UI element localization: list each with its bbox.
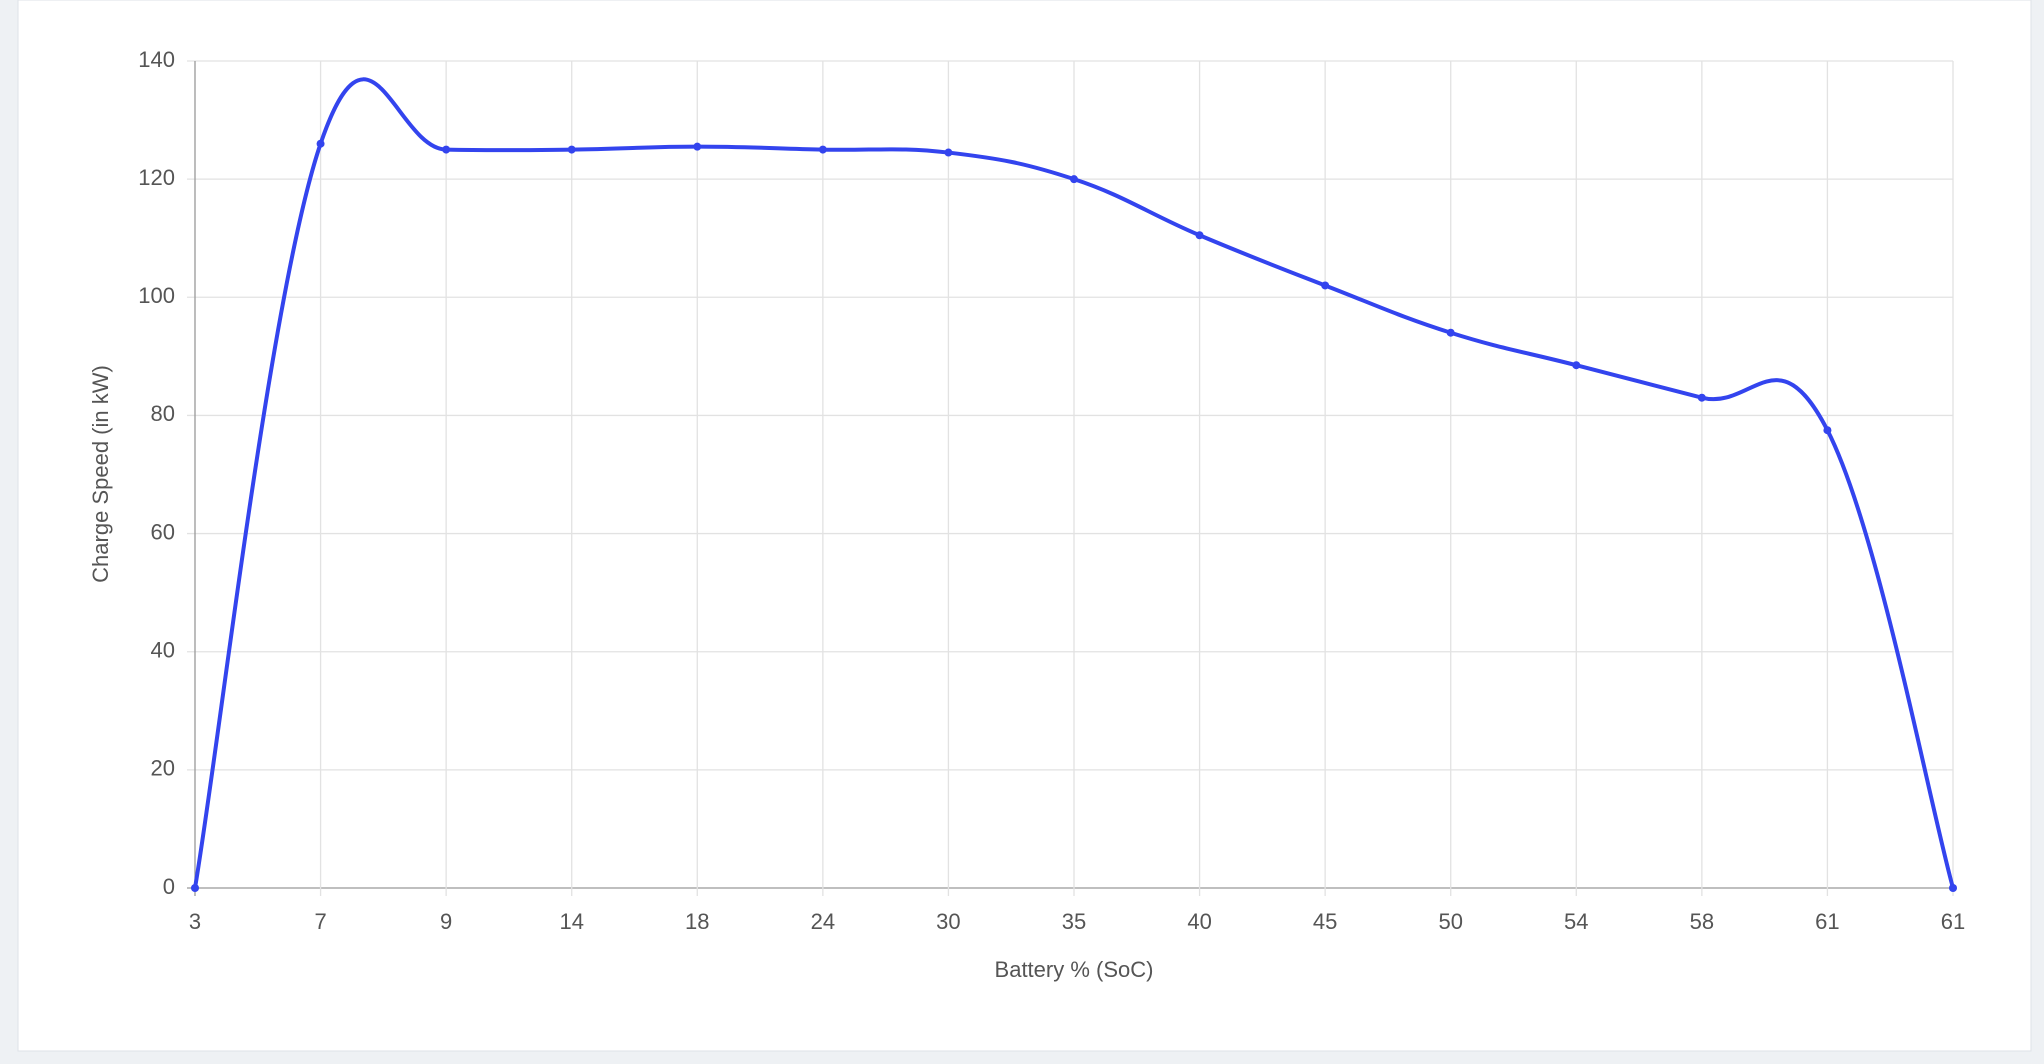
data-point xyxy=(1823,426,1832,435)
x-tick-label: 40 xyxy=(1187,909,1211,934)
card xyxy=(17,0,2032,1052)
y-tick-label: 140 xyxy=(138,47,175,72)
y-tick-label: 60 xyxy=(151,519,175,544)
x-tick-label: 30 xyxy=(936,909,960,934)
data-point xyxy=(1321,281,1330,290)
x-tick-label: 7 xyxy=(314,909,326,934)
x-tick-label: 14 xyxy=(559,909,583,934)
data-point xyxy=(442,145,451,154)
x-axis-title: Battery % (SoC) xyxy=(995,957,1154,982)
y-tick-label: 0 xyxy=(163,874,175,899)
data-point xyxy=(1572,361,1581,370)
x-tick-label: 61 xyxy=(1941,909,1965,934)
data-point xyxy=(1195,231,1204,240)
data-point xyxy=(944,148,953,157)
y-tick-label: 20 xyxy=(151,756,175,781)
series-line xyxy=(193,77,1955,889)
x-tick-label: 24 xyxy=(811,909,835,934)
data-point xyxy=(1697,393,1706,402)
x-tick-label: 35 xyxy=(1062,909,1086,934)
y-axis-title: Charge Speed (in kW) xyxy=(88,365,113,583)
data-point xyxy=(316,139,325,148)
data-point xyxy=(693,142,702,151)
data-point xyxy=(1446,328,1455,337)
x-tick-label: 45 xyxy=(1313,909,1337,934)
x-tick-label: 18 xyxy=(685,909,709,934)
data-point xyxy=(191,884,199,892)
x-tick-label: 61 xyxy=(1815,909,1839,934)
data-point xyxy=(567,145,576,154)
y-tick-label: 120 xyxy=(138,165,175,190)
x-tick-label: 3 xyxy=(189,909,201,934)
data-point xyxy=(1949,884,1957,892)
y-tick-label: 80 xyxy=(151,401,175,426)
x-tick-label: 9 xyxy=(440,909,452,934)
x-tick-label: 54 xyxy=(1564,909,1588,934)
y-tick-label: 40 xyxy=(151,638,175,663)
data-point xyxy=(1070,175,1078,184)
x-tick-label: 58 xyxy=(1690,909,1714,934)
y-tick-label: 100 xyxy=(138,283,175,308)
data-point xyxy=(818,145,827,154)
x-tick-label: 50 xyxy=(1438,909,1462,934)
